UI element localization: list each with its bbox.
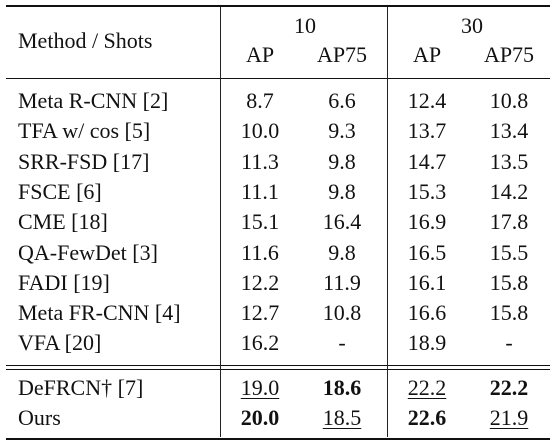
table-cell: 14.2	[489, 178, 529, 204]
method-name: TFA w/ cos [5]	[18, 118, 151, 144]
method-name: FSCE [6]	[18, 178, 102, 204]
table-cell: 16.4	[322, 209, 362, 235]
table-cell: 9.8	[328, 239, 356, 265]
table-cell: 15.5	[489, 239, 529, 265]
metric-header-ap75-30: AP75	[483, 42, 535, 67]
table-cell: 22.2	[489, 375, 529, 400]
table-cell: 21.9	[489, 405, 529, 430]
table-cell: 13.7	[407, 118, 447, 144]
table-cell: 15.8	[489, 269, 529, 295]
metric-header-ap-30: AP	[412, 42, 442, 67]
method-header: Method / Shots	[18, 28, 153, 53]
method-name: Ours	[18, 405, 61, 430]
top-rule	[6, 5, 550, 7]
method-name: CME [18]	[18, 209, 108, 235]
method-name: Meta R-CNN [2]	[18, 88, 169, 113]
group-rule	[6, 365, 550, 366]
table-cell: 6.6	[328, 88, 356, 113]
table-cell: 13.5	[489, 148, 529, 174]
table-cell: 18.9	[407, 330, 447, 356]
table-cell: 16.6	[407, 300, 447, 326]
method-name: DeFRCN† [7]	[18, 375, 144, 400]
method-name: SRR-FSD [17]	[18, 148, 150, 174]
table-cell: 9.3	[328, 118, 356, 144]
table-cell: 11.3	[241, 148, 279, 174]
table-cell: 13.4	[489, 118, 529, 144]
table-cell: 22.6	[407, 405, 447, 430]
bottom-rule	[6, 438, 550, 440]
table-cell: 9.8	[328, 178, 356, 204]
metric-header-ap-10: AP	[245, 42, 275, 67]
col-separator-right	[387, 7, 388, 437]
shots-10-header: 10	[294, 13, 316, 38]
table-cell: -	[338, 330, 346, 356]
table-cell: 15.8	[489, 300, 529, 326]
method-name: FADI [19]	[18, 269, 110, 295]
table-cell: 16.9	[407, 209, 447, 235]
method-name: Meta FR-CNN [4]	[18, 300, 181, 326]
table-cell: 19.0	[240, 375, 280, 400]
table-cell: 12.4	[407, 88, 447, 113]
table-cell: -	[505, 330, 513, 356]
col-separator-left	[220, 7, 221, 437]
group-rule-2	[6, 369, 550, 370]
table-cell: 17.8	[489, 209, 529, 235]
table-cell: 15.3	[407, 178, 447, 204]
header-rule	[6, 78, 550, 79]
table-cell: 18.5	[322, 405, 362, 430]
table-cell: 9.8	[328, 148, 356, 174]
table-cell: 20.0	[240, 405, 280, 430]
table-cell: 16.1	[407, 269, 447, 295]
table-cell: 10.8	[489, 88, 529, 113]
table-cell: 16.5	[407, 239, 447, 265]
table-cell: 10.0	[240, 118, 280, 144]
table-cell: 8.7	[246, 88, 274, 113]
table-cell: 10.8	[322, 300, 362, 326]
method-name: QA-FewDet [3]	[18, 239, 158, 265]
table-cell: 18.6	[322, 375, 362, 400]
table-cell: 16.2	[240, 330, 280, 356]
table-cell: 11.6	[241, 239, 279, 265]
table-cell: 12.2	[240, 269, 280, 295]
shots-30-header: 30	[461, 13, 483, 38]
metric-header-ap75-10: AP75	[316, 42, 368, 67]
table-cell: 11.9	[323, 269, 361, 295]
table-cell: 22.2	[407, 375, 447, 400]
table-cell: 14.7	[407, 148, 447, 174]
table-cell: 11.1	[241, 178, 279, 204]
method-name: VFA [20]	[18, 330, 102, 356]
table-cell: 12.7	[240, 300, 280, 326]
table-cell: 15.1	[240, 209, 280, 235]
